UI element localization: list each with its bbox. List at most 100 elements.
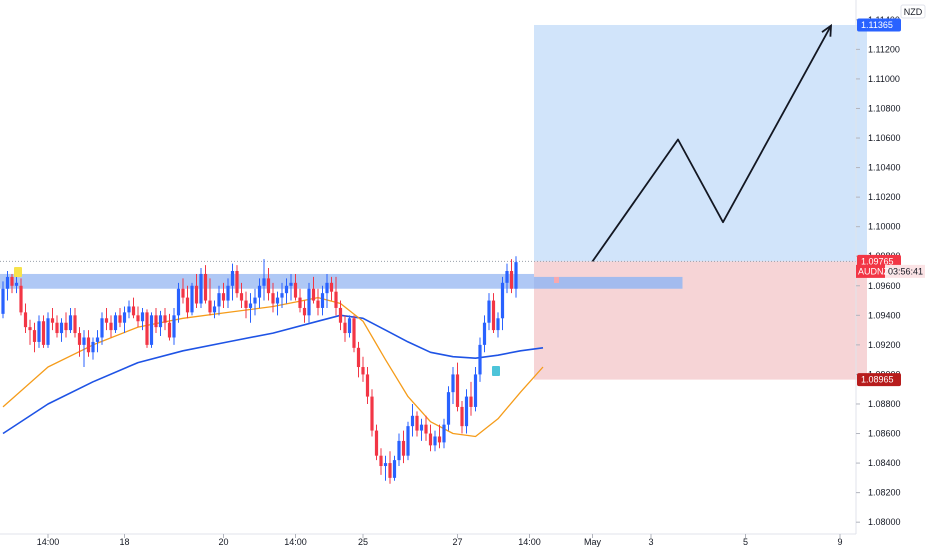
candle[interactable] [46,312,50,348]
candle[interactable] [455,362,460,412]
candle[interactable] [194,273,199,308]
candle[interactable] [478,337,482,382]
candle[interactable] [419,418,424,441]
candle[interactable] [302,300,307,323]
candle[interactable] [50,307,55,331]
event-marker-icon[interactable] [14,267,22,277]
candle[interactable] [244,291,248,319]
candle[interactable] [109,315,113,338]
candle[interactable] [415,411,419,437]
candle[interactable] [257,278,262,308]
candle[interactable] [140,307,145,331]
candle[interactable] [496,312,500,338]
candle[interactable] [338,300,343,331]
candle[interactable] [158,310,163,337]
candle[interactable] [379,448,383,475]
candle[interactable] [514,256,518,298]
candle[interactable] [370,389,374,437]
candle[interactable] [14,276,19,294]
candle[interactable] [91,337,95,360]
candle[interactable] [59,318,64,342]
candle[interactable] [41,315,46,348]
candle[interactable] [437,424,442,449]
candle[interactable] [199,268,203,308]
candle[interactable] [68,307,73,334]
candle[interactable] [212,300,217,319]
candle[interactable] [343,315,347,342]
candle[interactable] [118,307,122,328]
projected-zone[interactable] [534,276,683,289]
candle[interactable] [5,271,10,301]
candle[interactable] [190,282,194,316]
candle[interactable] [487,293,491,331]
candle[interactable] [235,265,239,298]
candle[interactable] [482,315,487,353]
profit-zone[interactable] [534,24,867,262]
time-axis[interactable]: 14:00 18 20 14:00 25 27 14:00 May 3 5 9 [37,534,843,547]
candle[interactable] [149,312,154,348]
candle[interactable] [320,285,325,316]
candle[interactable] [410,403,415,437]
candle[interactable] [181,278,185,304]
candle[interactable] [293,273,298,301]
candle[interactable] [172,307,176,345]
candle[interactable] [397,433,401,467]
candle[interactable] [284,278,289,304]
candle[interactable] [64,312,68,338]
candle[interactable] [374,424,379,461]
candle[interactable] [104,307,109,331]
candle[interactable] [446,386,451,431]
current-price-tag[interactable]: 1.09765 [857,254,901,268]
candle[interactable] [473,367,478,412]
candle[interactable] [424,415,428,441]
candle[interactable] [226,278,230,308]
candle[interactable] [176,282,181,323]
candle[interactable] [1,281,5,319]
candle[interactable] [361,356,365,382]
candle[interactable] [316,288,320,316]
candle[interactable] [32,322,37,353]
candle[interactable] [469,381,473,416]
candle[interactable] [167,313,172,341]
candle[interactable] [73,307,77,338]
candle[interactable] [266,268,271,301]
candle[interactable] [77,327,82,357]
candle[interactable] [428,424,433,452]
candle[interactable] [433,430,437,452]
candle[interactable] [509,259,514,294]
candle[interactable] [122,306,127,334]
candle[interactable] [100,312,104,345]
stop-price-tag[interactable]: 1.08965 [857,373,901,387]
candle[interactable] [464,389,469,434]
candle[interactable] [388,451,392,484]
candle[interactable] [275,291,280,316]
candle[interactable] [491,293,496,334]
candle[interactable] [23,303,28,334]
candle[interactable] [203,265,208,304]
candle[interactable] [271,282,275,313]
candle[interactable] [136,306,140,328]
candle[interactable] [334,276,338,316]
candle[interactable] [55,315,59,338]
target-price-tag[interactable]: 1.11365 [857,18,901,32]
candle[interactable] [325,273,329,308]
candle[interactable] [230,263,235,301]
candle[interactable] [154,307,158,334]
candle[interactable] [239,282,244,308]
projection-path[interactable] [591,25,832,262]
candle[interactable] [442,418,446,449]
candle[interactable] [10,273,14,294]
candle[interactable] [365,367,370,404]
candle[interactable] [217,285,221,316]
candle[interactable] [505,263,509,294]
candle[interactable] [208,278,212,316]
candle[interactable] [221,282,226,308]
candle[interactable] [406,421,410,461]
candle[interactable] [19,278,23,316]
candle[interactable] [347,315,352,338]
candle[interactable] [460,401,464,434]
candle[interactable] [500,276,505,331]
candle[interactable] [37,315,41,348]
